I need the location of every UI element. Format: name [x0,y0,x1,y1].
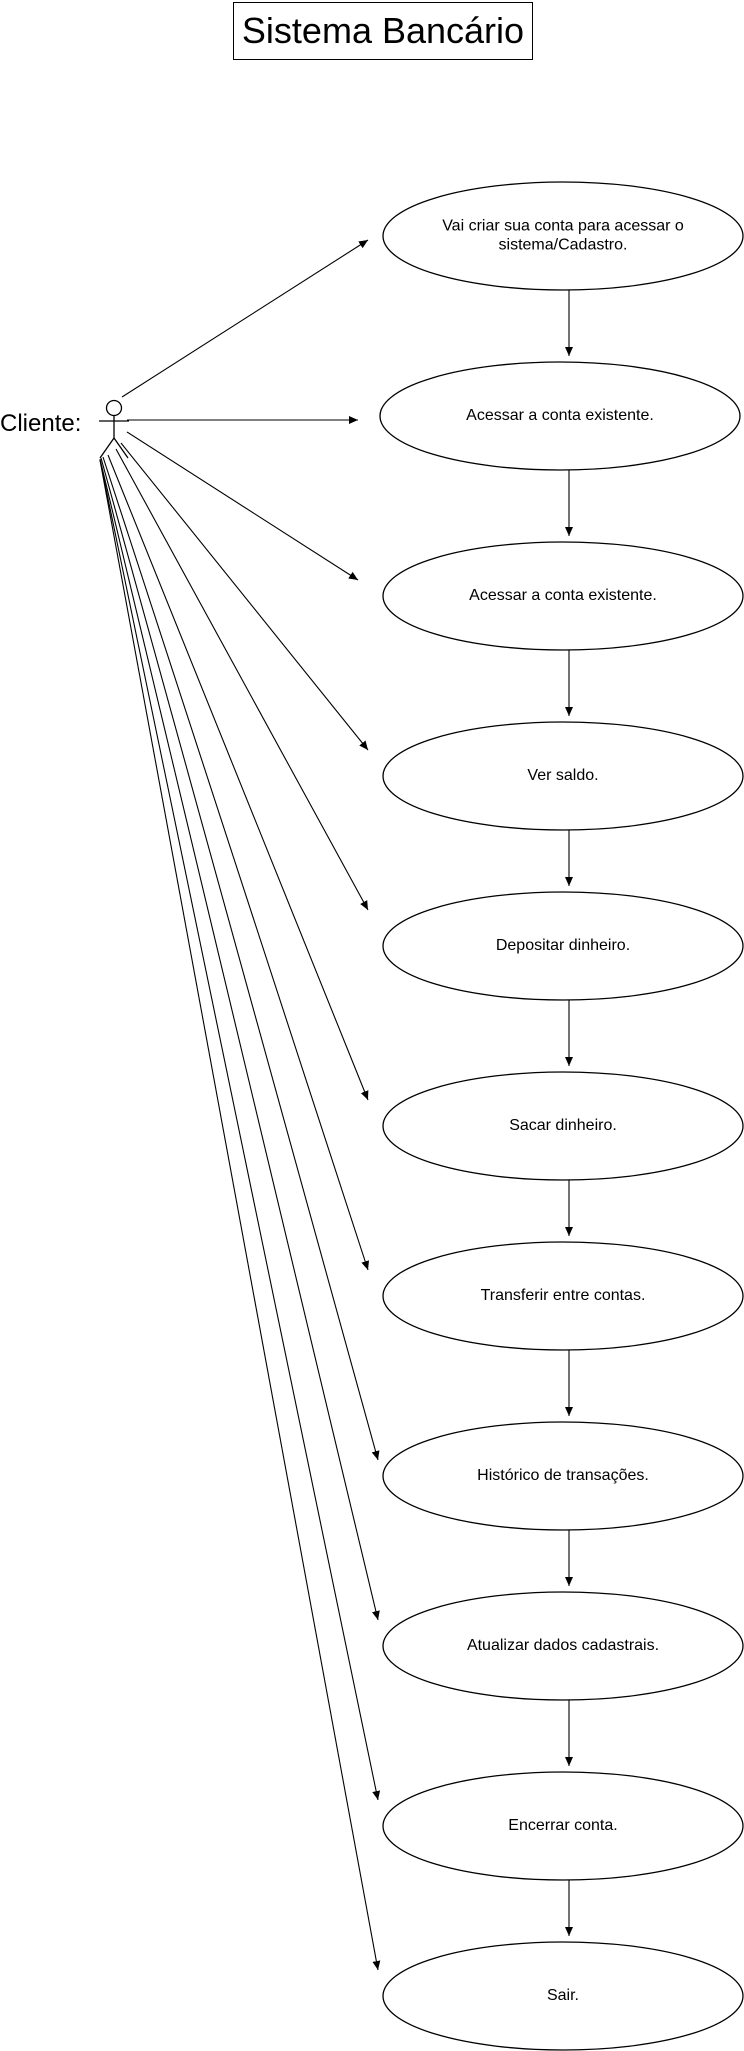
use-case-label: sistema/Cadastro. [499,237,628,254]
use-case-label: Acessar a conta existente. [469,587,657,604]
use-case-11: Sair. [382,1941,744,2051]
use-case-label: Sair. [547,1987,579,2004]
use-case-label: Sacar dinheiro. [509,1117,617,1134]
association-arrow-9 [99,458,380,1621]
use-case-4: Ver saldo. [382,721,744,831]
use-case-label: Histórico de transações. [477,1467,649,1484]
use-case-10: Encerrar conta. [382,1771,744,1881]
association-arrow-1 [121,239,369,398]
use-case-ellipse [382,541,744,651]
use-case-ellipse [382,1071,744,1181]
association-arrow-10 [99,459,381,1801]
use-case-label: Acessar a conta existente. [466,407,654,424]
use-case-6: Sacar dinheiro. [382,1071,744,1181]
use-case-label: Atualizar dados cadastrais. [467,1637,659,1654]
use-case-8: Histórico de transações. [382,1421,744,1531]
use-case-ellipse [382,181,744,291]
association-arrow-4 [120,442,369,751]
use-case-label: Transferir entre contas. [481,1287,646,1304]
use-case-ellipse [382,1941,744,2051]
use-case-ellipse [382,891,744,1001]
use-case-label: Depositar dinheiro. [496,937,630,954]
use-case-label: Vai criar sua conta para acessar o [442,218,684,235]
association-arrow-7 [102,456,370,1271]
association-arrow-5 [115,448,369,911]
use-case-ellipse [382,1241,744,1351]
use-case-label: Encerrar conta. [508,1817,617,1834]
use-case-ellipse [379,361,741,471]
diagram-title: Sistema Bancário [233,2,533,60]
use-case-ellipse [382,1771,744,1881]
actor-label: Cliente: [0,410,82,437]
use-case-ellipse [382,1421,744,1531]
actor-head [105,399,123,417]
use-case-7: Transferir entre contas. [382,1241,744,1351]
actor-figure [99,399,129,459]
actor-associations [99,239,381,1971]
use-case-label: Ver saldo. [527,767,598,784]
use-case-9: Atualizar dados cadastrais. [382,1591,744,1701]
association-arrow-8 [100,457,380,1461]
use-case-5: Depositar dinheiro. [382,891,744,1001]
use-case-ellipse [382,1591,744,1701]
actor-right-leg [113,437,129,459]
association-arrow-11 [99,459,381,1971]
use-case-ellipse [382,721,744,831]
use-case-1: Vai criar sua conta para acessar o sistem… [382,181,744,291]
actor-left-leg [99,437,115,459]
association-arrow-6 [107,454,369,1101]
use-case-3: Acessar a conta existente. [382,541,744,651]
use-case-2: Acessar a conta existente. [379,361,741,471]
use-cases: Vai criar sua conta para acessar o sistem… [379,181,744,2051]
association-arrow-3 [126,431,359,581]
